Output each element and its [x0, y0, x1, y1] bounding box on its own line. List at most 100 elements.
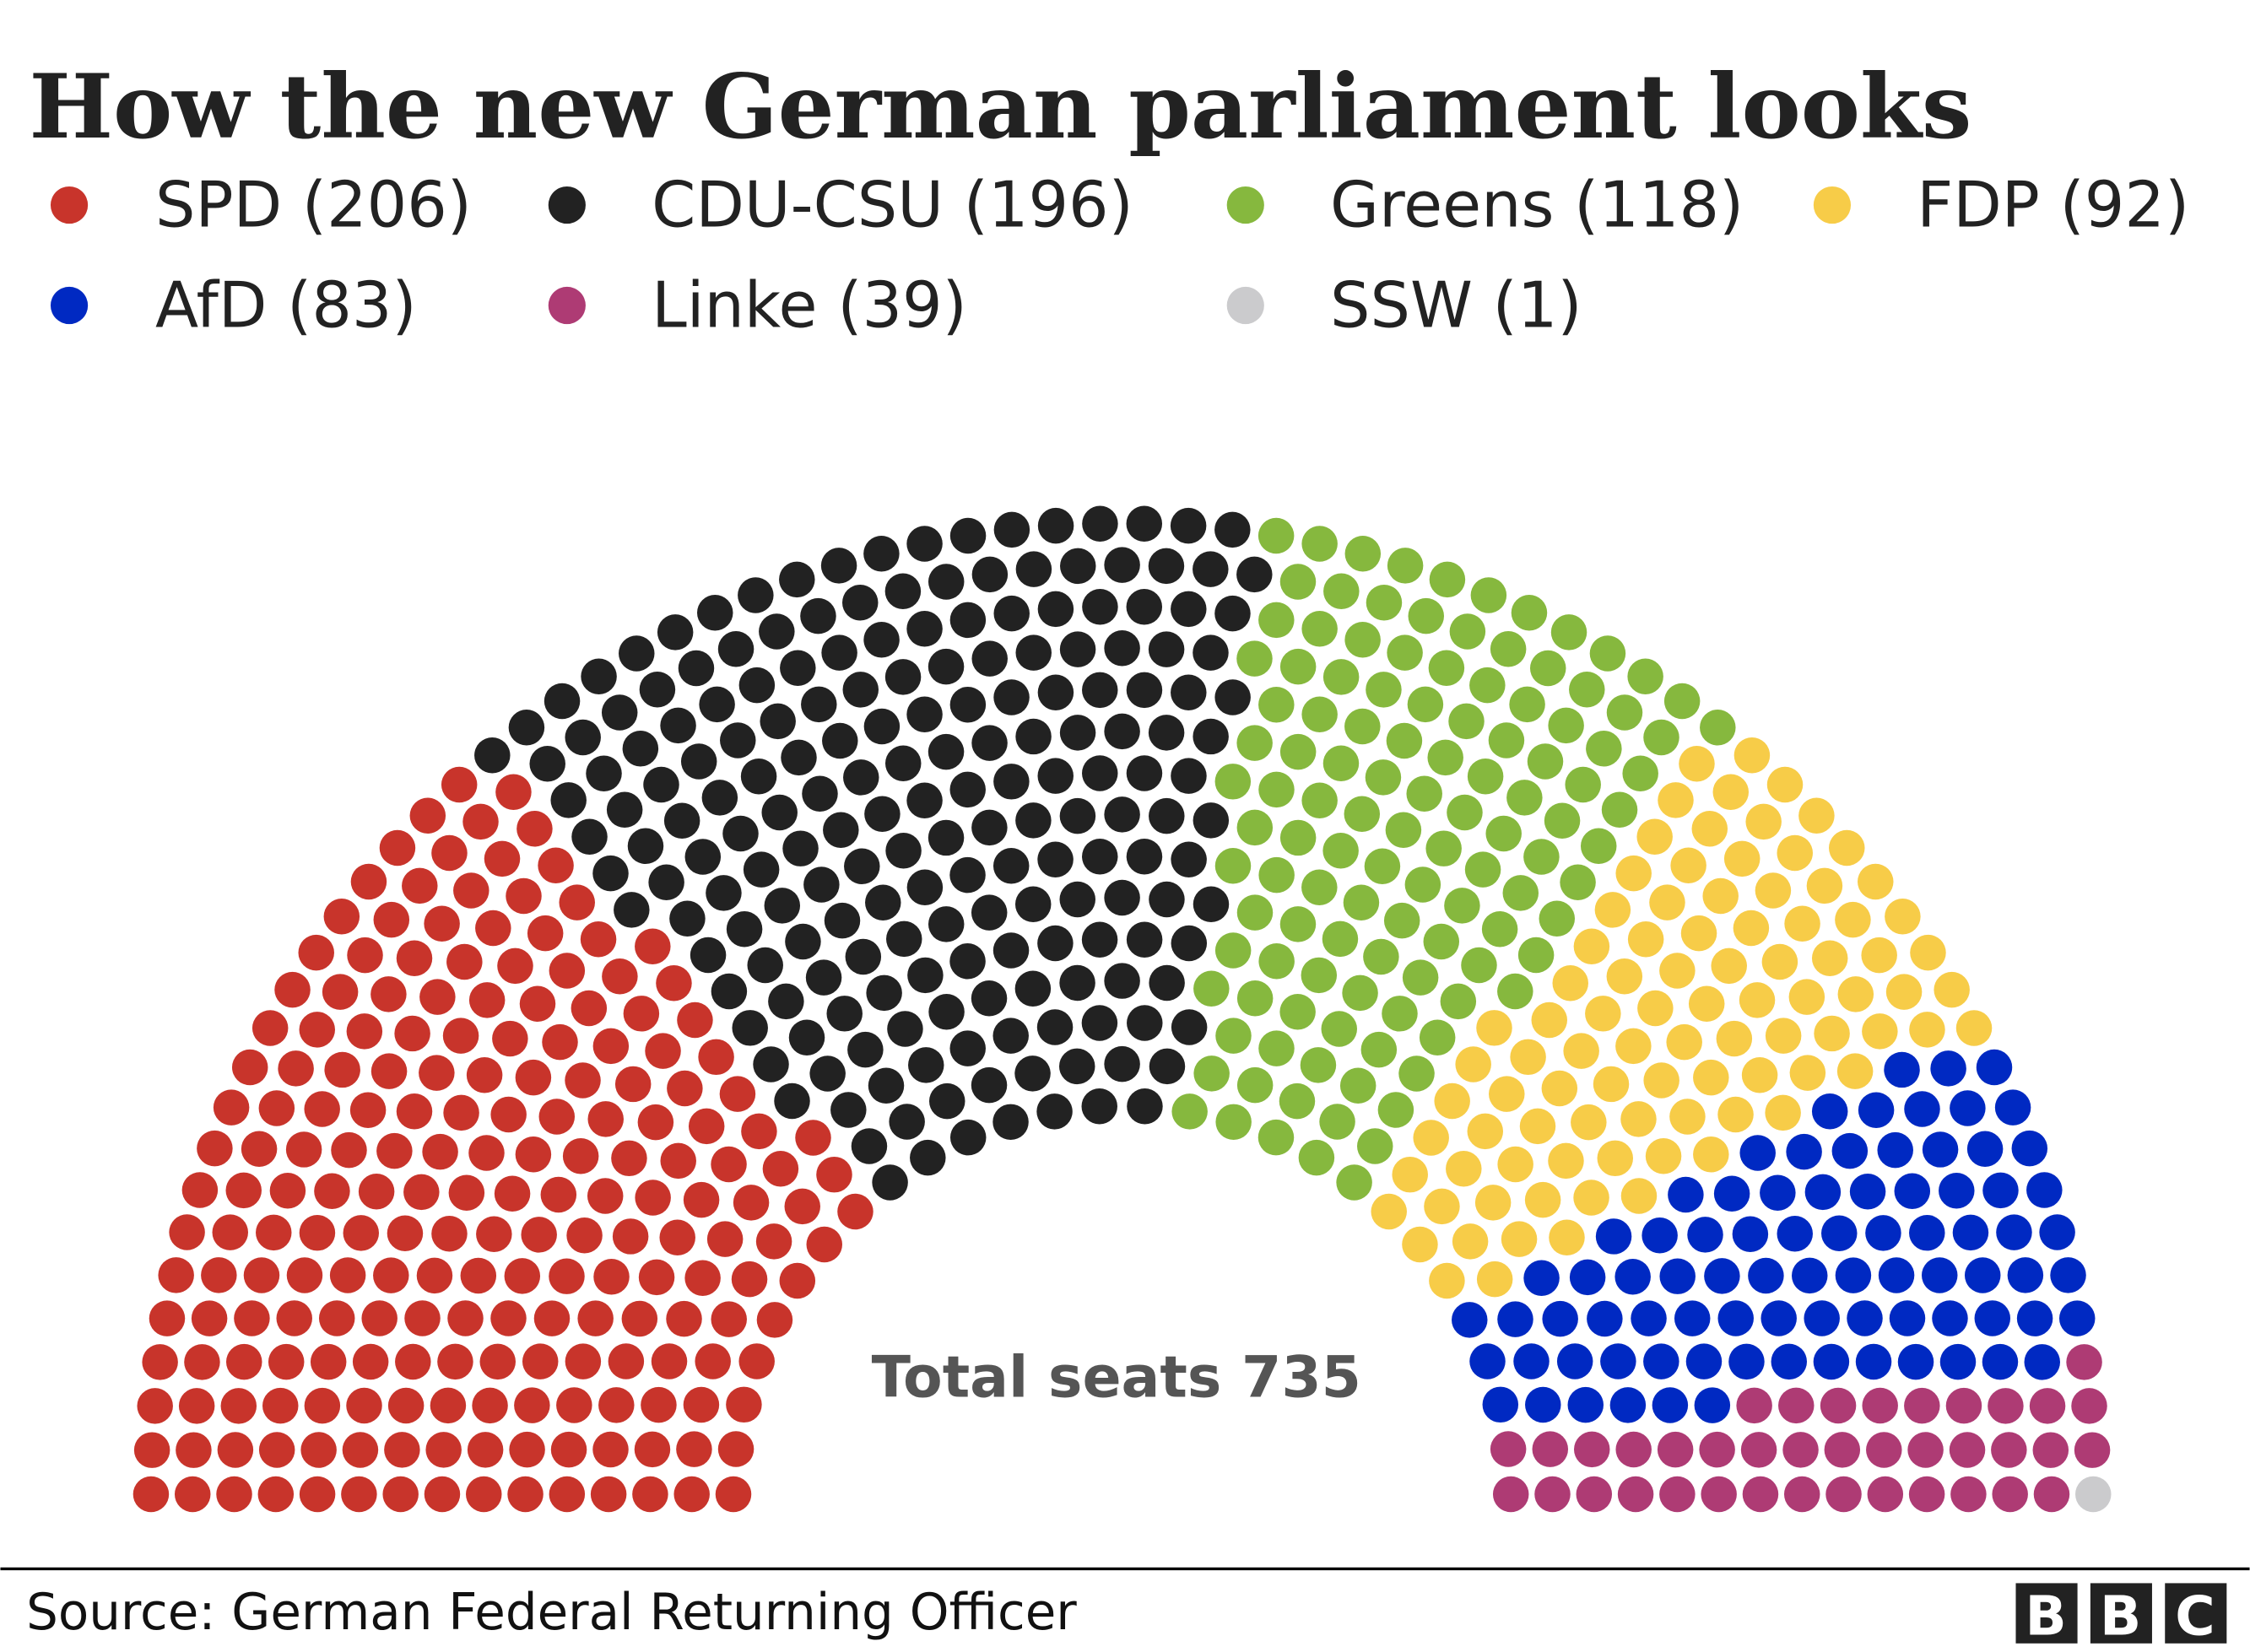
- seat-afd: [1786, 1133, 1822, 1170]
- seat-cdu-csu: [820, 548, 857, 584]
- bbc-logo: B B C: [2015, 1583, 2227, 1649]
- seat-afd: [1760, 1174, 1796, 1212]
- seat-spd: [550, 1431, 587, 1468]
- seat-spd: [602, 958, 638, 995]
- seat-spd: [258, 1090, 295, 1126]
- seat-fdp: [1424, 1188, 1460, 1225]
- seat-spd: [540, 1176, 577, 1213]
- source-text: Source: German Federal Returning Officer: [26, 1584, 1077, 1642]
- seat-greens: [1258, 856, 1295, 893]
- seat-cdu-csu: [949, 686, 987, 723]
- seat-cdu-csu: [863, 535, 900, 572]
- seat-cdu-csu: [884, 573, 922, 610]
- seat-greens: [1344, 621, 1381, 658]
- seat-spd: [349, 1092, 387, 1128]
- seat-greens: [1322, 745, 1360, 781]
- seat-spd: [424, 905, 460, 942]
- seat-afd: [1950, 1090, 1986, 1126]
- seat-greens: [1236, 640, 1273, 677]
- seat-afd: [1811, 1093, 1848, 1130]
- seat-linke: [1945, 1387, 1982, 1424]
- seat-cdu-csu: [872, 1164, 908, 1201]
- seat-spd: [431, 834, 468, 872]
- seat-spd: [683, 1386, 720, 1423]
- seat-afd: [2050, 1257, 2086, 1293]
- seat-cdu-csu: [885, 832, 922, 869]
- seat-greens: [1407, 686, 1444, 723]
- seat-cdu-csu: [863, 708, 901, 745]
- seat-afd: [1525, 1386, 1561, 1423]
- seat-cdu-csu: [544, 683, 581, 720]
- seat-fdp: [1643, 1062, 1679, 1099]
- seat-spd: [566, 1217, 603, 1254]
- seat-greens: [1569, 671, 1605, 708]
- seat-cdu-csu: [1037, 758, 1074, 794]
- seat-spd: [346, 1387, 382, 1424]
- seat-afd: [1685, 1343, 1723, 1379]
- seat-spd: [577, 1300, 614, 1336]
- seat-spd: [651, 1343, 688, 1379]
- seat-linke: [1736, 1387, 1772, 1424]
- seat-spd: [660, 1142, 696, 1180]
- seat-fdp: [1761, 943, 1798, 980]
- seat-cdu-csu: [738, 577, 774, 613]
- seat-spd: [257, 1476, 295, 1513]
- seat-greens: [1298, 1139, 1335, 1176]
- seat-cdu-csu: [663, 802, 700, 839]
- seat-greens: [1344, 535, 1382, 572]
- seat-fdp: [1392, 1156, 1428, 1193]
- legend-label-afd: AfD (83): [155, 269, 417, 343]
- seat-fdp: [1658, 782, 1694, 818]
- seat-spd: [509, 1431, 545, 1468]
- seat-cdu-csu: [614, 892, 650, 928]
- seat-cdu-csu: [1037, 591, 1074, 628]
- seat-fdp: [1476, 1261, 1513, 1298]
- seat-cdu-csu: [993, 511, 1030, 548]
- seat-cdu-csu: [747, 947, 783, 984]
- legend-label-linke: Linke (39): [652, 269, 967, 343]
- seat-cdu-csu: [779, 561, 815, 598]
- seat-greens: [1214, 764, 1252, 800]
- seat-cdu-csu: [928, 648, 965, 685]
- seat-greens: [1236, 894, 1274, 931]
- seat-spd: [220, 1388, 257, 1424]
- seat-spd: [490, 1096, 527, 1133]
- seat-greens: [1402, 959, 1439, 996]
- seat-cdu-csu: [1149, 797, 1185, 834]
- seat-afd: [1659, 1258, 1696, 1294]
- seat-spd: [677, 1001, 713, 1039]
- seat-fdp: [1717, 1096, 1754, 1133]
- seat-spd: [396, 1093, 433, 1130]
- seat-afd: [1994, 1089, 2031, 1126]
- seat-cdu-csu: [949, 943, 986, 980]
- seat-fdp: [1934, 971, 1970, 1008]
- chart-title: How the new German parliament looks: [29, 54, 1971, 159]
- seat-cdu-csu: [906, 611, 943, 647]
- seat-cdu-csu: [529, 745, 565, 782]
- seat-spd: [252, 1010, 289, 1046]
- legend-marker-ssw: [1226, 286, 1264, 325]
- seat-afd: [1482, 1386, 1519, 1423]
- seat-spd: [726, 1386, 762, 1423]
- seat-spd: [495, 774, 532, 810]
- seat-greens: [1488, 722, 1525, 759]
- seat-greens: [1214, 932, 1252, 969]
- seat-afd: [1704, 1258, 1740, 1294]
- seat-spd: [695, 1343, 731, 1379]
- seat-cdu-csu: [1014, 886, 1052, 923]
- seat-cdu-csu: [1104, 547, 1140, 583]
- seat-greens: [1447, 794, 1483, 831]
- seat-cdu-csu: [706, 875, 742, 911]
- seat-afd: [1964, 1257, 2001, 1293]
- seat-cdu-csu: [722, 815, 759, 852]
- seat-cdu-csu: [601, 694, 638, 731]
- seat-afd: [1939, 1172, 1975, 1209]
- seat-greens: [1301, 611, 1338, 647]
- seat-afd: [1952, 1214, 1989, 1251]
- seat-cdu-csu: [971, 556, 1009, 593]
- seat-spd: [592, 1431, 629, 1468]
- seat-spd: [310, 1343, 347, 1380]
- seat-greens: [1344, 796, 1381, 832]
- seat-linke: [1615, 1431, 1652, 1468]
- seat-fdp: [1541, 1070, 1578, 1107]
